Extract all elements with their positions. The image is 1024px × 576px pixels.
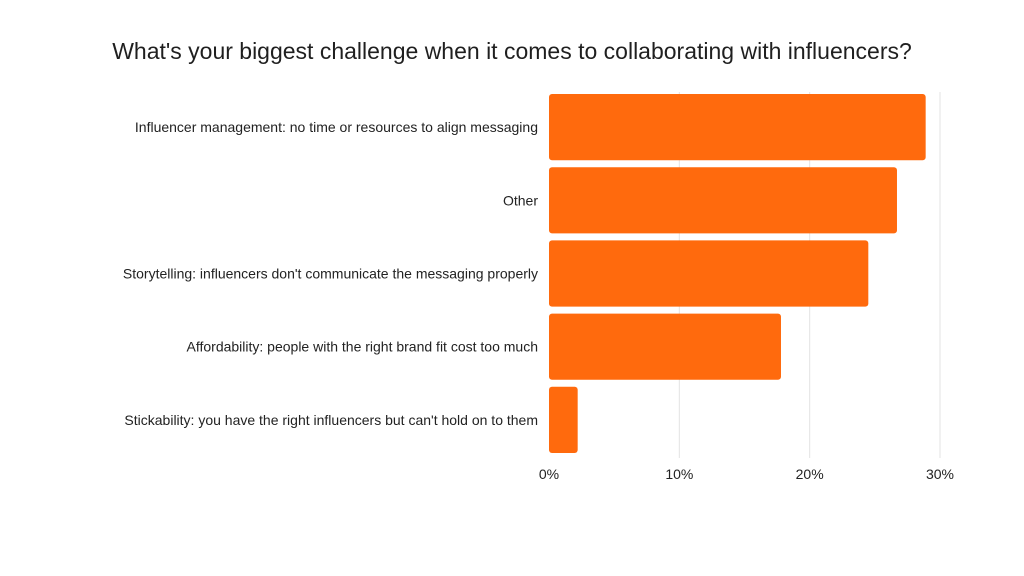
category-labels: Influencer management: no time or resour… [123,119,538,428]
x-tick-label: 0% [539,466,559,482]
bar [549,167,897,234]
x-axis-tick-labels: 0% 10% 20% 30% [539,466,954,482]
category-label: Stickability: you have the right influen… [124,412,538,428]
category-label: Other [503,192,538,208]
chart-title: What's your biggest challenge when it co… [112,38,912,64]
bar [549,94,926,161]
bar [549,386,578,453]
x-tick-label: 20% [796,466,824,482]
bar [549,240,869,307]
x-tick-label: 30% [926,466,954,482]
category-label: Storytelling: influencers don't communic… [123,266,538,282]
bars [549,94,926,453]
category-label: Influencer management: no time or resour… [135,119,538,135]
bar [549,313,781,380]
x-tick-label: 10% [665,466,693,482]
category-label: Affordability: people with the right bra… [187,339,539,355]
